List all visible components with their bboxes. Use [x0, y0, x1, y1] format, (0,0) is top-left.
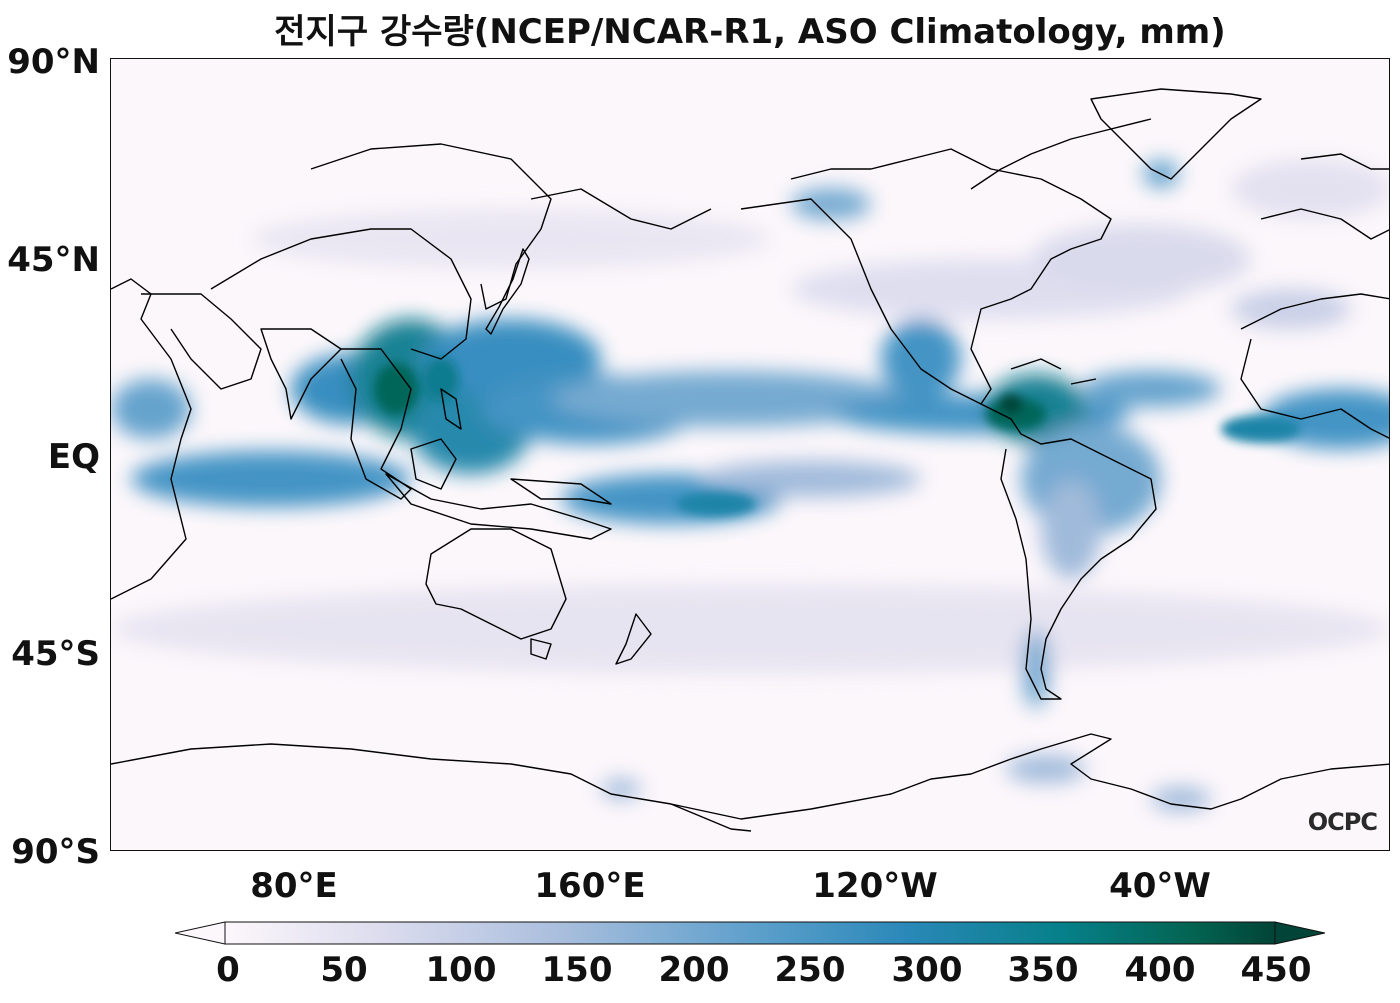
precipitation-map: OCPC: [110, 58, 1390, 851]
lon-label-120w: 120°W: [812, 866, 938, 906]
colorbar-tick: 450: [1240, 950, 1312, 990]
map-title: 전지구 강수량(NCEP/NCAR-R1, ASO Climatology, m…: [274, 12, 1226, 52]
colorbar-gradient: [224, 921, 1276, 945]
colorbar-tick: 200: [658, 950, 730, 990]
lon-label-80e: 80°E: [250, 866, 338, 906]
precipitation-field: [111, 159, 1389, 811]
lat-label-90n: 90°N: [7, 42, 100, 82]
precipitation-maxima: [374, 357, 1301, 516]
lat-label-45n: 45°N: [7, 240, 100, 280]
colorbar-tick: 0: [216, 950, 240, 990]
colorbar-tick: 50: [320, 950, 368, 990]
ocpc-logo: OCPC: [1307, 808, 1378, 836]
lon-label-160e: 160°E: [534, 866, 646, 906]
lat-label-90s: 90°S: [11, 832, 100, 872]
lat-label-eq: EQ: [47, 437, 100, 477]
colorbar-tick: 150: [541, 950, 613, 990]
colorbar-tick: 300: [891, 950, 963, 990]
colorbar-tick: 400: [1124, 950, 1196, 990]
colorbar-min-extend: [175, 921, 226, 945]
map-canvas: [111, 88, 1389, 832]
colorbar-tick: 250: [774, 950, 846, 990]
colorbar-tick: 100: [425, 950, 497, 990]
lat-label-45s: 45°S: [11, 634, 100, 674]
colorbar: [175, 921, 1325, 945]
colorbar-tick: 350: [1007, 950, 1079, 990]
coastlines: [111, 88, 1389, 832]
colorbar-max-extend: [1274, 921, 1325, 945]
lon-label-40w: 40°W: [1109, 866, 1211, 906]
